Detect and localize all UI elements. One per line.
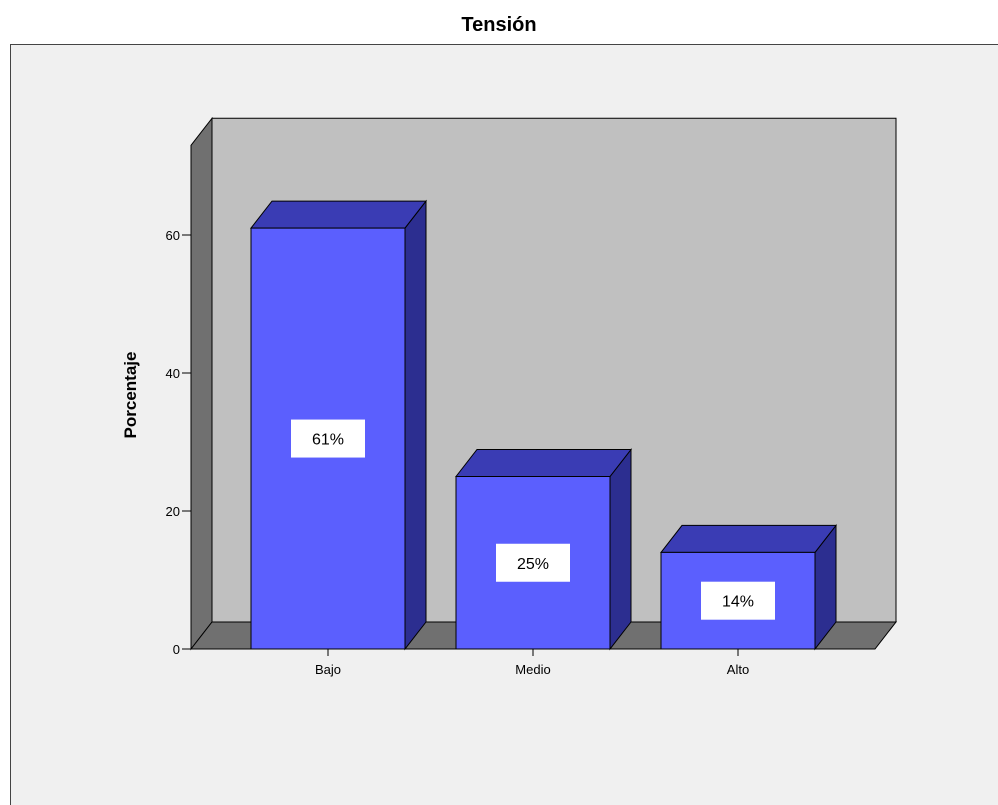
- data-label-box: [291, 419, 365, 458]
- x-axis: Bajo Medio Alto: [315, 649, 749, 677]
- bar-top: [659, 524, 838, 553]
- bar-top: [454, 449, 633, 477]
- data-label: 25%: [517, 556, 549, 573]
- data-label: 61%: [312, 432, 344, 449]
- x-tick-label: Alto: [727, 662, 749, 677]
- x-tick-label: Medio: [515, 662, 550, 677]
- bar-medio: 25%: [454, 448, 633, 651]
- bar-side: [609, 448, 632, 651]
- y-axis: 0 20 40 60: [166, 228, 191, 657]
- data-label: 14%: [722, 594, 754, 611]
- y-tick-label: 40: [166, 366, 180, 381]
- data-label-box: [701, 581, 775, 620]
- bar-alto: 14%: [659, 523, 838, 651]
- y-tick-label: 20: [166, 504, 180, 519]
- side-wall: [190, 116, 213, 651]
- x-tick-label: Bajo: [315, 662, 341, 677]
- y-tick-label: 60: [166, 228, 180, 243]
- chart-title: Tensión: [461, 14, 537, 36]
- bar-side: [404, 199, 427, 651]
- y-tick-label: 0: [173, 642, 180, 657]
- bars: 61% 25% 14%: [249, 199, 838, 651]
- bar-top: [249, 200, 428, 229]
- data-label-box: [496, 543, 570, 582]
- bar-chart-3d: 0 20 40 60 61% 25% 14% Bajo Medio Alto: [166, 116, 898, 677]
- bar-bajo: 61%: [249, 199, 428, 651]
